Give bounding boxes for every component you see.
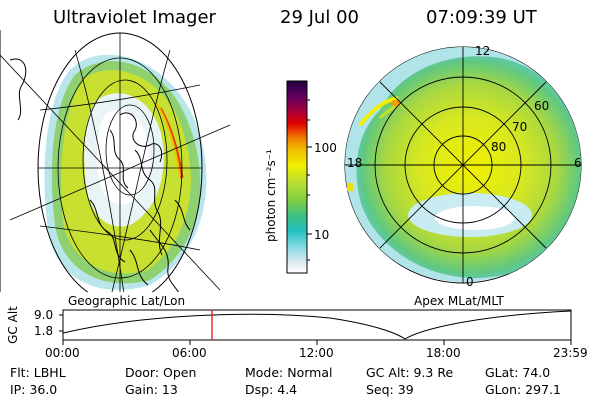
info-gain: Gain: 13 (125, 382, 178, 397)
info-gc-alt: GC Alt: 9.3 Re (366, 365, 454, 380)
colorbar-tick-10: 10 (314, 228, 330, 242)
strip-ylabel: GC Alt (5, 306, 20, 344)
strip-xtick-1800: 18:00 (426, 346, 461, 360)
geographic-image (0, 32, 231, 292)
apex-image (344, 46, 582, 284)
apex-grid (345, 47, 581, 283)
strip-xtick-0000: 00:00 (45, 346, 80, 360)
colorbar-ticks (307, 99, 312, 261)
mlat-label-70: 70 (512, 120, 528, 134)
info-glat: GLat: 74.0 (485, 365, 551, 380)
strip-xtick-0600: 06:00 (172, 346, 207, 360)
colorbar-tick-100: 100 (314, 141, 337, 155)
info-seq: Seq: 39 (366, 382, 414, 397)
strip-xtick-2359: 23:59 (553, 346, 588, 360)
apex-panel-label: Apex MLat/MLT (414, 294, 504, 308)
strip-xtick-1200: 12:00 (299, 346, 334, 360)
coastlines (9, 58, 191, 292)
observation-date: 29 Jul 00 (280, 7, 359, 28)
info-glon: GLon: 297.1 (485, 382, 561, 397)
instrument-title: Ultraviolet Imager (53, 7, 216, 28)
info-mode: Mode: Normal (245, 365, 333, 380)
altitude-curve (62, 310, 572, 340)
strip-ticks (59, 314, 572, 345)
info-dsp: Dsp: 4.4 (245, 382, 298, 397)
mlt-label-12: 12 (475, 44, 491, 58)
colorbar (286, 80, 308, 274)
colorbar-unit: photon cm⁻²s⁻¹ (264, 149, 278, 242)
altitude-strip (62, 309, 572, 341)
mlt-label-0: 0 (466, 275, 474, 289)
info-door: Door: Open (125, 365, 197, 380)
info-ip: IP: 36.0 (10, 382, 58, 397)
geo-panel-label: Geographic Lat/Lon (68, 294, 186, 308)
strip-ytick-9: 9.0 (34, 308, 54, 322)
strip-ytick-1.8: 1.8 (34, 324, 54, 338)
mlat-label-80: 80 (491, 140, 507, 154)
mlt-label-6: 6 (574, 156, 582, 170)
mlat-label-60: 60 (534, 99, 550, 113)
observation-time: 07:09:39 UT (426, 7, 537, 28)
mlt-label-18: 18 (347, 156, 363, 170)
apex-hotspot (392, 100, 399, 106)
info-filter: Flt: LBHL (10, 365, 66, 380)
